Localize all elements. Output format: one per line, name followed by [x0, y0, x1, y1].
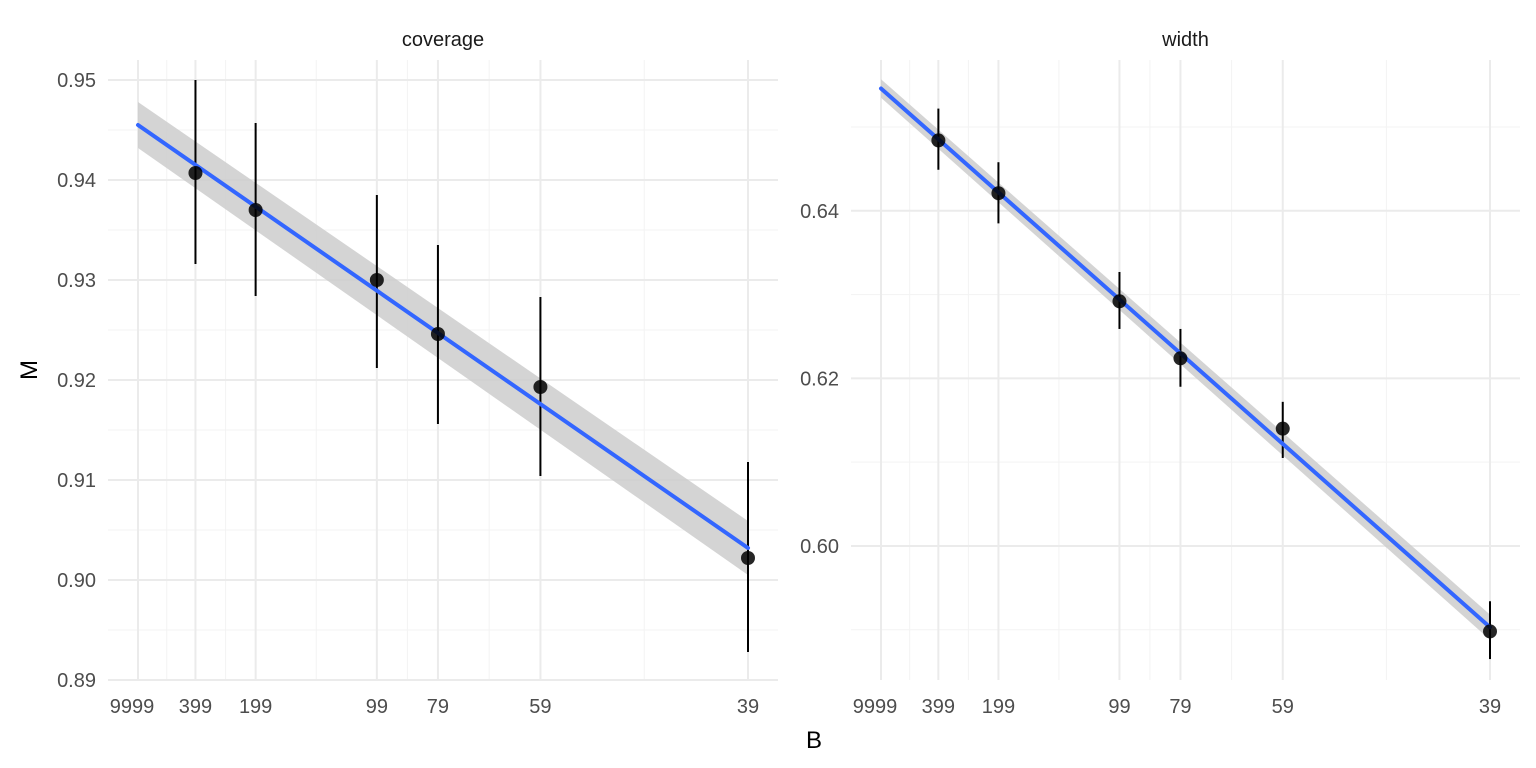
- x-tick-label: 9999: [853, 696, 898, 718]
- x-tick-label: 39: [737, 696, 759, 718]
- y-tick-label: 0.64: [800, 201, 839, 223]
- x-tick-label: 59: [529, 696, 551, 718]
- x-tick-label: 399: [179, 696, 212, 718]
- y-axis-title: M: [16, 360, 43, 380]
- data-point: [1173, 351, 1188, 366]
- data-point: [248, 203, 263, 217]
- x-tick-label: 79: [427, 696, 449, 718]
- data-point: [533, 380, 548, 394]
- x-tick-label: 199: [982, 696, 1015, 718]
- y-tick-label: 0.92: [57, 370, 96, 392]
- x-tick-label: 79: [1169, 696, 1191, 718]
- panel-title: width: [1161, 29, 1209, 51]
- data-point: [991, 186, 1006, 201]
- panel-width: 0.60 0.62 0.64 9999 399 199 99 79 59 39 width: [800, 29, 1520, 718]
- data-point: [1483, 624, 1497, 639]
- panel-coverage: 0.89 0.90 0.91 0.92 0.93 0.94 0.95 9999 399 199 99…: [57, 29, 778, 718]
- data-point: [369, 273, 384, 287]
- y-tick-label: 0.89: [57, 670, 96, 692]
- data-point: [1275, 421, 1290, 436]
- x-tick-label: 39: [1479, 696, 1501, 718]
- x-tick-label: 399: [922, 696, 955, 718]
- panel-title: coverage: [402, 29, 484, 51]
- y-tick-label: 0.60: [800, 536, 839, 558]
- x-tick-label: 9999: [110, 696, 155, 718]
- y-tick-label: 0.93: [57, 270, 96, 292]
- x-tick-label: 199: [239, 696, 272, 718]
- y-tick-label: 0.91: [57, 470, 96, 492]
- x-tick-label: 99: [1108, 696, 1130, 718]
- data-point: [1112, 294, 1127, 309]
- x-tick-label: 59: [1272, 696, 1294, 718]
- data-point: [931, 133, 946, 148]
- y-tick-label: 0.94: [57, 170, 96, 192]
- x-tick-label: 99: [366, 696, 388, 718]
- data-point: [741, 551, 755, 565]
- data-point: [430, 327, 445, 341]
- y-tick-label: 0.95: [57, 70, 96, 92]
- x-axis-title: B: [806, 727, 822, 754]
- data-point: [188, 166, 203, 180]
- y-tick-label: 0.62: [800, 368, 839, 390]
- y-tick-label: 0.90: [57, 570, 96, 592]
